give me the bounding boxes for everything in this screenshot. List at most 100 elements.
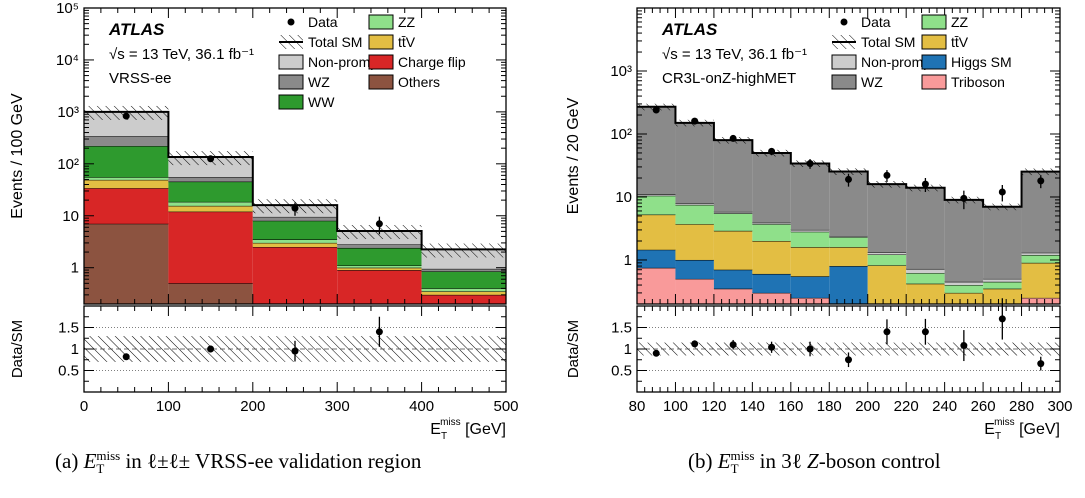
experiment-label: ATLAS: [661, 20, 718, 39]
legend-marker-box: [368, 34, 394, 50]
stack-bar: [713, 213, 753, 231]
ratio-y-tick-label: 0.5: [611, 363, 632, 380]
stack-higgs-sm: [637, 249, 868, 304]
stack-ww: [84, 145, 506, 289]
stack-bar: [790, 297, 830, 304]
ratio-point: [207, 345, 215, 353]
stack-bar: [252, 216, 338, 221]
y-axis-main: 1 10 10² 10³: [610, 7, 1060, 305]
stack-bar: [944, 281, 984, 286]
stack-bar: [675, 224, 714, 260]
main-frame: [636, 7, 1061, 305]
stack-bar: [675, 259, 714, 279]
data-points: [122, 112, 383, 235]
main-plot-area: [84, 105, 506, 304]
stack-bar: [168, 283, 253, 304]
legend-marker-box: [278, 54, 304, 70]
data-point: [768, 147, 776, 155]
region-label: VRSS-ee: [109, 70, 172, 87]
data-point: [729, 134, 737, 142]
legend-marker-box: [921, 14, 947, 30]
data-point: [291, 204, 299, 212]
legend-label: Higgs SM: [951, 54, 1012, 70]
stack-bar: [713, 288, 753, 304]
total-sm-hatch: [421, 243, 506, 258]
legend-marker-box: [831, 74, 857, 90]
caption-right: (b) ETmiss in 3ℓ Z-boson control: [688, 448, 941, 477]
y-tick-label: 10²: [57, 156, 79, 173]
legend-marker-box: [921, 34, 947, 50]
caption-right-mid: in 3ℓ: [754, 449, 808, 473]
main-plot-area: [637, 103, 1060, 304]
data-point: [921, 180, 929, 188]
ratio-point: [883, 328, 891, 336]
legend-marker-box: [368, 54, 394, 70]
energy-label: √s = 13 TeV, 36.1 fb⁻¹: [109, 46, 254, 63]
stack-bar: [675, 122, 714, 204]
stack-bar: [906, 283, 945, 304]
stack-bar: [790, 247, 830, 277]
caption-right-sub: T: [730, 461, 739, 477]
legend-label: WZ: [861, 74, 883, 90]
legend-label: ZZ: [951, 14, 969, 30]
ratio-y-tick-label: 1.5: [611, 320, 632, 337]
energy-label: √s = 13 TeV, 36.1 fb⁻¹: [662, 46, 807, 63]
stack-wz: [637, 106, 1060, 282]
ratio-point: [806, 345, 814, 353]
stack-bar: [637, 106, 676, 195]
legend-marker-box: [278, 94, 304, 110]
y-tick-label: 1: [624, 252, 632, 269]
x-tick-label: 100: [663, 398, 688, 415]
stack-bar: [829, 247, 868, 267]
x-label-sup: miss: [440, 417, 461, 428]
stack-bar: [84, 136, 169, 147]
ratio-point: [998, 315, 1006, 323]
x-label-sub: T: [441, 431, 447, 442]
legend-label: tt̄V: [398, 34, 416, 50]
stack-charge-flip: [84, 187, 506, 304]
stack-bar: [675, 204, 714, 225]
stack-bar: [713, 230, 753, 270]
ratio-point: [845, 356, 852, 364]
stack-bar: [84, 177, 169, 180]
stack-bar: [752, 153, 791, 223]
x-label-symbol: E: [430, 421, 441, 438]
legend-label: WW: [308, 94, 335, 110]
stack-bar: [906, 187, 945, 269]
x-tick-label: 140: [740, 398, 765, 415]
stack-bar: [1021, 254, 1060, 263]
legend-label: Total SM: [308, 34, 362, 50]
x-tick-label: 300: [1047, 398, 1072, 415]
stack-bar: [637, 214, 676, 250]
data-point: [998, 188, 1006, 196]
stack-bar: [1021, 297, 1060, 304]
data-points: [652, 106, 1045, 210]
ratio-point: [122, 353, 130, 361]
stack-bar: [790, 276, 830, 298]
x-tick-label: 100: [156, 398, 181, 415]
stack-bar: [421, 291, 506, 295]
data-point: [375, 220, 383, 228]
stack-bar: [752, 224, 791, 242]
ratio-y-tick-label: 0.5: [58, 363, 79, 380]
legend-marker-box: [921, 54, 947, 70]
x-tick-label: 200: [240, 398, 265, 415]
y-axis-label: Events / 20 GeV: [565, 97, 582, 214]
legend-label: Charge flip: [398, 54, 466, 70]
legend-marker-data: [287, 18, 295, 26]
stack-bar: [252, 247, 338, 304]
stack-bar: [421, 271, 506, 289]
caption-left-text: in ℓ±ℓ± VRSS-ee validation region: [120, 449, 422, 473]
data-point: [1037, 177, 1045, 185]
x-tick-label: 180: [817, 398, 842, 415]
caption-left: (a) ETmiss in ℓ±ℓ± VRSS-ee validation re…: [55, 448, 421, 477]
x-axis: 80 100 120 140 160 180 200 220 240 260 280 300: [629, 8, 1073, 415]
stack-bar: [1021, 252, 1060, 255]
stack-bar: [168, 181, 253, 202]
stack-bar: [421, 288, 506, 292]
stack-bar: [867, 252, 907, 255]
y-tick-label: 10³: [610, 63, 632, 80]
caption-left-sup: miss: [96, 448, 121, 463]
stack-bar: [983, 278, 1022, 282]
y-tick-label: 1: [71, 260, 79, 277]
